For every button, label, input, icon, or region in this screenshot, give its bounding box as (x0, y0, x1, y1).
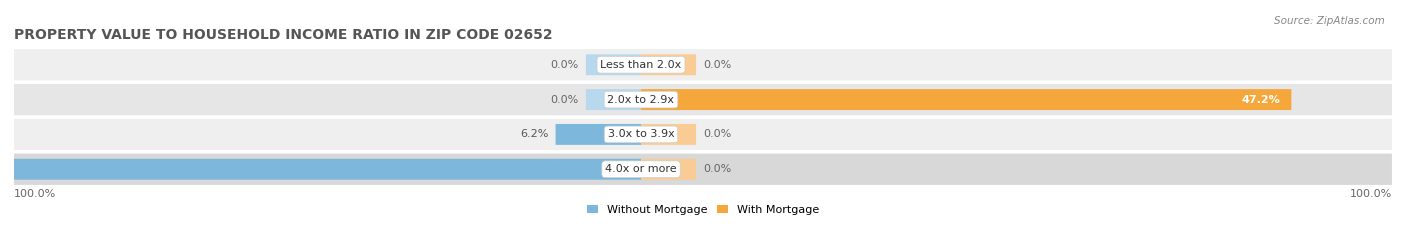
Text: 6.2%: 6.2% (520, 129, 548, 139)
Text: 0.0%: 0.0% (703, 60, 731, 70)
Text: 0.0%: 0.0% (551, 60, 579, 70)
FancyBboxPatch shape (641, 124, 696, 145)
Text: 2.0x to 2.9x: 2.0x to 2.9x (607, 95, 675, 105)
Text: 47.2%: 47.2% (1241, 95, 1281, 105)
FancyBboxPatch shape (586, 89, 641, 110)
FancyBboxPatch shape (14, 49, 1392, 80)
Text: 4.0x or more: 4.0x or more (605, 164, 676, 174)
FancyBboxPatch shape (641, 159, 696, 180)
Text: 100.0%: 100.0% (1350, 189, 1392, 199)
FancyBboxPatch shape (641, 54, 696, 75)
FancyBboxPatch shape (0, 159, 641, 180)
FancyBboxPatch shape (14, 84, 1392, 115)
Legend: Without Mortgage, With Mortgage: Without Mortgage, With Mortgage (582, 200, 824, 219)
Text: 0.0%: 0.0% (703, 164, 731, 174)
FancyBboxPatch shape (14, 119, 1392, 150)
Text: 3.0x to 3.9x: 3.0x to 3.9x (607, 129, 675, 139)
Text: Less than 2.0x: Less than 2.0x (600, 60, 682, 70)
FancyBboxPatch shape (641, 89, 1291, 110)
FancyBboxPatch shape (586, 54, 641, 75)
Text: 0.0%: 0.0% (551, 95, 579, 105)
FancyBboxPatch shape (14, 154, 1392, 185)
Text: 100.0%: 100.0% (14, 189, 56, 199)
Text: 0.0%: 0.0% (703, 129, 731, 139)
Text: Source: ZipAtlas.com: Source: ZipAtlas.com (1274, 16, 1385, 26)
Text: PROPERTY VALUE TO HOUSEHOLD INCOME RATIO IN ZIP CODE 02652: PROPERTY VALUE TO HOUSEHOLD INCOME RATIO… (14, 28, 553, 42)
FancyBboxPatch shape (555, 124, 641, 145)
